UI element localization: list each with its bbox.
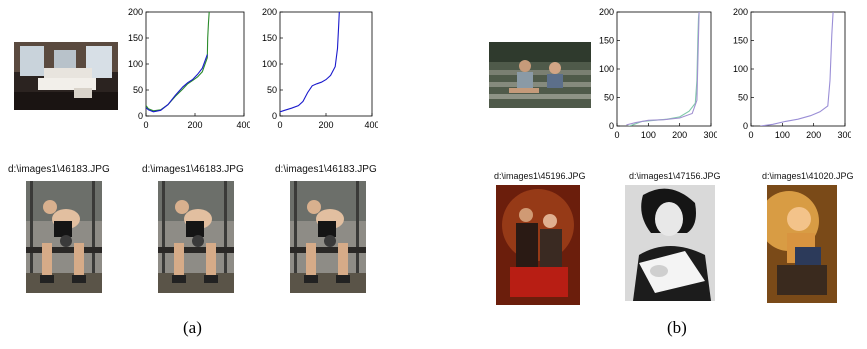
- result-image-athlete-2: [158, 181, 234, 293]
- x-tick-label: 300: [703, 130, 717, 140]
- chart-b2: 0 100 200 300 0 50 100 150 200: [733, 7, 851, 140]
- x-tick-label: 0: [277, 120, 282, 130]
- series-line-1: [280, 12, 340, 113]
- caption-b-2: d:\images1\47156.JPG: [629, 171, 721, 181]
- sublabel-b: (b): [667, 318, 687, 337]
- caption-a-2: d:\images1\46183.JPG: [142, 164, 244, 175]
- x-tick-label: 200: [187, 120, 202, 130]
- series-line-1: [146, 12, 210, 112]
- query-image-bedroom: [14, 42, 118, 110]
- y-tick-label: 0: [743, 121, 748, 131]
- caption-b-1: d:\images1\45196.JPG: [494, 171, 586, 181]
- x-tick-label: 100: [775, 130, 790, 140]
- x-tick-label: 0: [614, 130, 619, 140]
- result-image-athlete-3: [290, 181, 366, 293]
- y-tick-label: 0: [609, 121, 614, 131]
- y-tick-label: 50: [267, 85, 277, 95]
- y-tick-label: 100: [733, 64, 748, 74]
- x-tick-label: 100: [641, 130, 656, 140]
- x-tick-label: 200: [672, 130, 687, 140]
- result-image-child-reading: [767, 185, 837, 303]
- y-tick-label: 200: [733, 7, 748, 17]
- y-tick-label: 150: [599, 36, 614, 46]
- y-tick-label: 100: [599, 64, 614, 74]
- result-image-couple: [496, 185, 580, 305]
- chart-b1: 0 100 200 300 0 50 100 150 200: [599, 7, 717, 140]
- x-tick-label: 200: [806, 130, 821, 140]
- result-image-athlete-1: [26, 181, 102, 293]
- plot-frame: [750, 11, 846, 127]
- y-tick-label: 50: [738, 93, 748, 103]
- result-image-woman-reading: [625, 185, 715, 301]
- plot-frame: [145, 11, 245, 117]
- y-tick-label: 200: [599, 7, 614, 17]
- plot-frame: [279, 11, 373, 117]
- x-tick-label: 400: [236, 120, 250, 130]
- y-tick-label: 150: [128, 33, 143, 43]
- caption-b-3: d:\images1\41020.JPG: [762, 171, 854, 181]
- series-line-2: [146, 54, 208, 113]
- x-tick-label: 0: [143, 120, 148, 130]
- y-tick-label: 50: [133, 85, 143, 95]
- y-tick-label: 50: [604, 93, 614, 103]
- x-tick-label: 400: [364, 120, 378, 130]
- y-tick-label: 0: [272, 111, 277, 121]
- x-tick-label: 300: [837, 130, 851, 140]
- series-line-2: [626, 12, 700, 126]
- chart-a1: 0 200 400 0 50 100 150 200: [128, 7, 250, 130]
- caption-a-3: d:\images1\46183.JPG: [275, 164, 377, 175]
- y-tick-label: 0: [138, 111, 143, 121]
- chart-a2: 0 200 400 0 50 100 150 200: [262, 7, 378, 130]
- x-tick-label: 200: [318, 120, 333, 130]
- y-tick-label: 200: [128, 7, 143, 17]
- x-tick-label: 0: [748, 130, 753, 140]
- y-tick-label: 100: [128, 59, 143, 69]
- plot-frame: [616, 11, 712, 127]
- y-tick-label: 200: [262, 7, 277, 17]
- y-tick-label: 100: [262, 59, 277, 69]
- series-line-1: [760, 12, 834, 126]
- sublabel-a: (a): [183, 318, 202, 337]
- y-tick-label: 150: [733, 36, 748, 46]
- query-image-children: [489, 42, 591, 108]
- caption-a-1: d:\images1\46183.JPG: [8, 164, 110, 175]
- y-tick-label: 150: [262, 33, 277, 43]
